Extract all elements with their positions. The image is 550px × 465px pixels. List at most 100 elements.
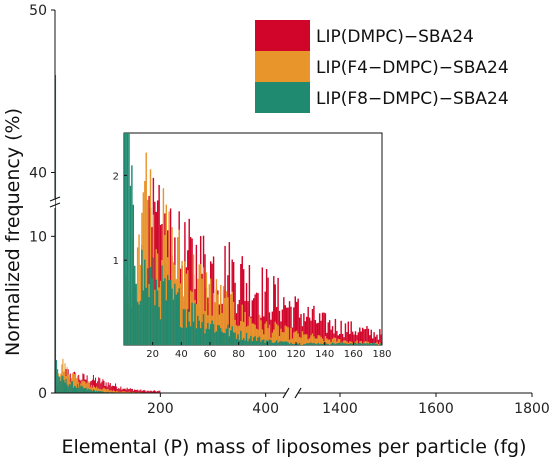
main-bar [88,389,90,393]
inset-bar [288,339,291,345]
inset-bar [264,342,266,345]
inset-bar [277,325,279,345]
inset-bar [242,269,245,345]
main-bar [147,390,149,393]
inset-bar [351,331,354,345]
inset-bar [268,339,271,345]
main-bar [155,391,157,393]
main-bar [60,381,62,393]
inset-bar [290,306,292,345]
main-histogram-bars [55,75,161,393]
main-bar [75,372,77,393]
main-bar [76,387,78,393]
inset-bar [257,293,259,345]
inset-bar [124,133,126,345]
inset-bar [174,283,176,345]
inset-bar [283,341,285,345]
main-bar [71,381,73,393]
main-bar [101,391,103,393]
main-bar [73,385,76,393]
main-bar [129,388,131,393]
inset-bar [138,234,140,345]
inset-bar [367,343,370,345]
inset-bar [164,278,166,345]
inset-bar [308,342,311,345]
inset-bar [318,335,321,345]
main-bar [113,386,116,393]
inset-bar [238,325,241,345]
inset-bar [284,341,286,345]
inset-bar [291,327,294,345]
inset-bar [321,338,324,345]
inset-bar [354,331,357,345]
main-bar [82,380,84,393]
inset-bar [263,339,265,345]
inset-bar [311,308,314,345]
inset-bar [331,342,334,345]
main-bar [100,390,102,393]
main-bar [56,360,58,393]
inset-bar [273,343,275,345]
inset-bar [245,283,248,345]
main-bar [121,389,123,393]
inset-bar [277,342,279,345]
inset-bar [297,298,299,345]
inset-bar [341,333,344,345]
main-bar [106,391,108,393]
inset-bar [171,288,173,345]
inset-bar [156,290,159,345]
inset-bar [136,301,139,345]
inset-bar [254,336,256,345]
main-bar [99,389,101,393]
main-bar [104,388,106,393]
inset-bar [287,342,289,345]
inset-bar [294,331,296,345]
inset-bar [373,342,375,345]
inset-bar [244,312,246,345]
inset-bar [144,259,146,345]
main-bar [90,384,92,393]
inset-bar [224,333,226,345]
inset-x-tick-label: 100 [258,349,277,360]
inset-bar [253,323,255,345]
main-bar [158,390,160,393]
inset-y-tick-label: 1 [113,256,119,267]
inset-bar [248,338,251,345]
main-bar [121,391,123,393]
inset-bar [177,237,179,345]
inset-bar [235,338,238,345]
inset-bar [366,326,368,345]
main-bar [123,388,125,393]
inset-bar [261,339,264,345]
inset-bar [374,343,377,345]
inset-bar [340,320,342,345]
inset-bar [165,300,167,345]
inset-bar [357,332,360,345]
inset-bar [232,301,235,345]
main-bar [126,387,128,393]
main-bar [76,378,78,393]
inset-bar [126,133,129,345]
inset-bar [172,299,175,345]
main-bar [142,390,144,393]
inset-bar [162,188,165,345]
inset-bar [138,304,140,345]
main-bar [105,382,107,393]
inset-bar [318,343,321,345]
main-bar [108,390,110,393]
main-bar [127,391,129,393]
inset-bar [359,342,361,345]
main-bar [116,386,118,393]
inset-bar [366,343,368,345]
main-bar [117,391,119,393]
inset-bar [142,192,145,345]
main-bar [80,386,82,393]
inset-bar [253,298,255,345]
inset-bar [264,291,266,345]
main-bar [136,389,138,393]
inset-bar [197,315,199,345]
main-bar [140,389,142,393]
inset-bar [339,339,341,345]
main-bar [125,391,127,393]
main-bar [124,391,126,393]
